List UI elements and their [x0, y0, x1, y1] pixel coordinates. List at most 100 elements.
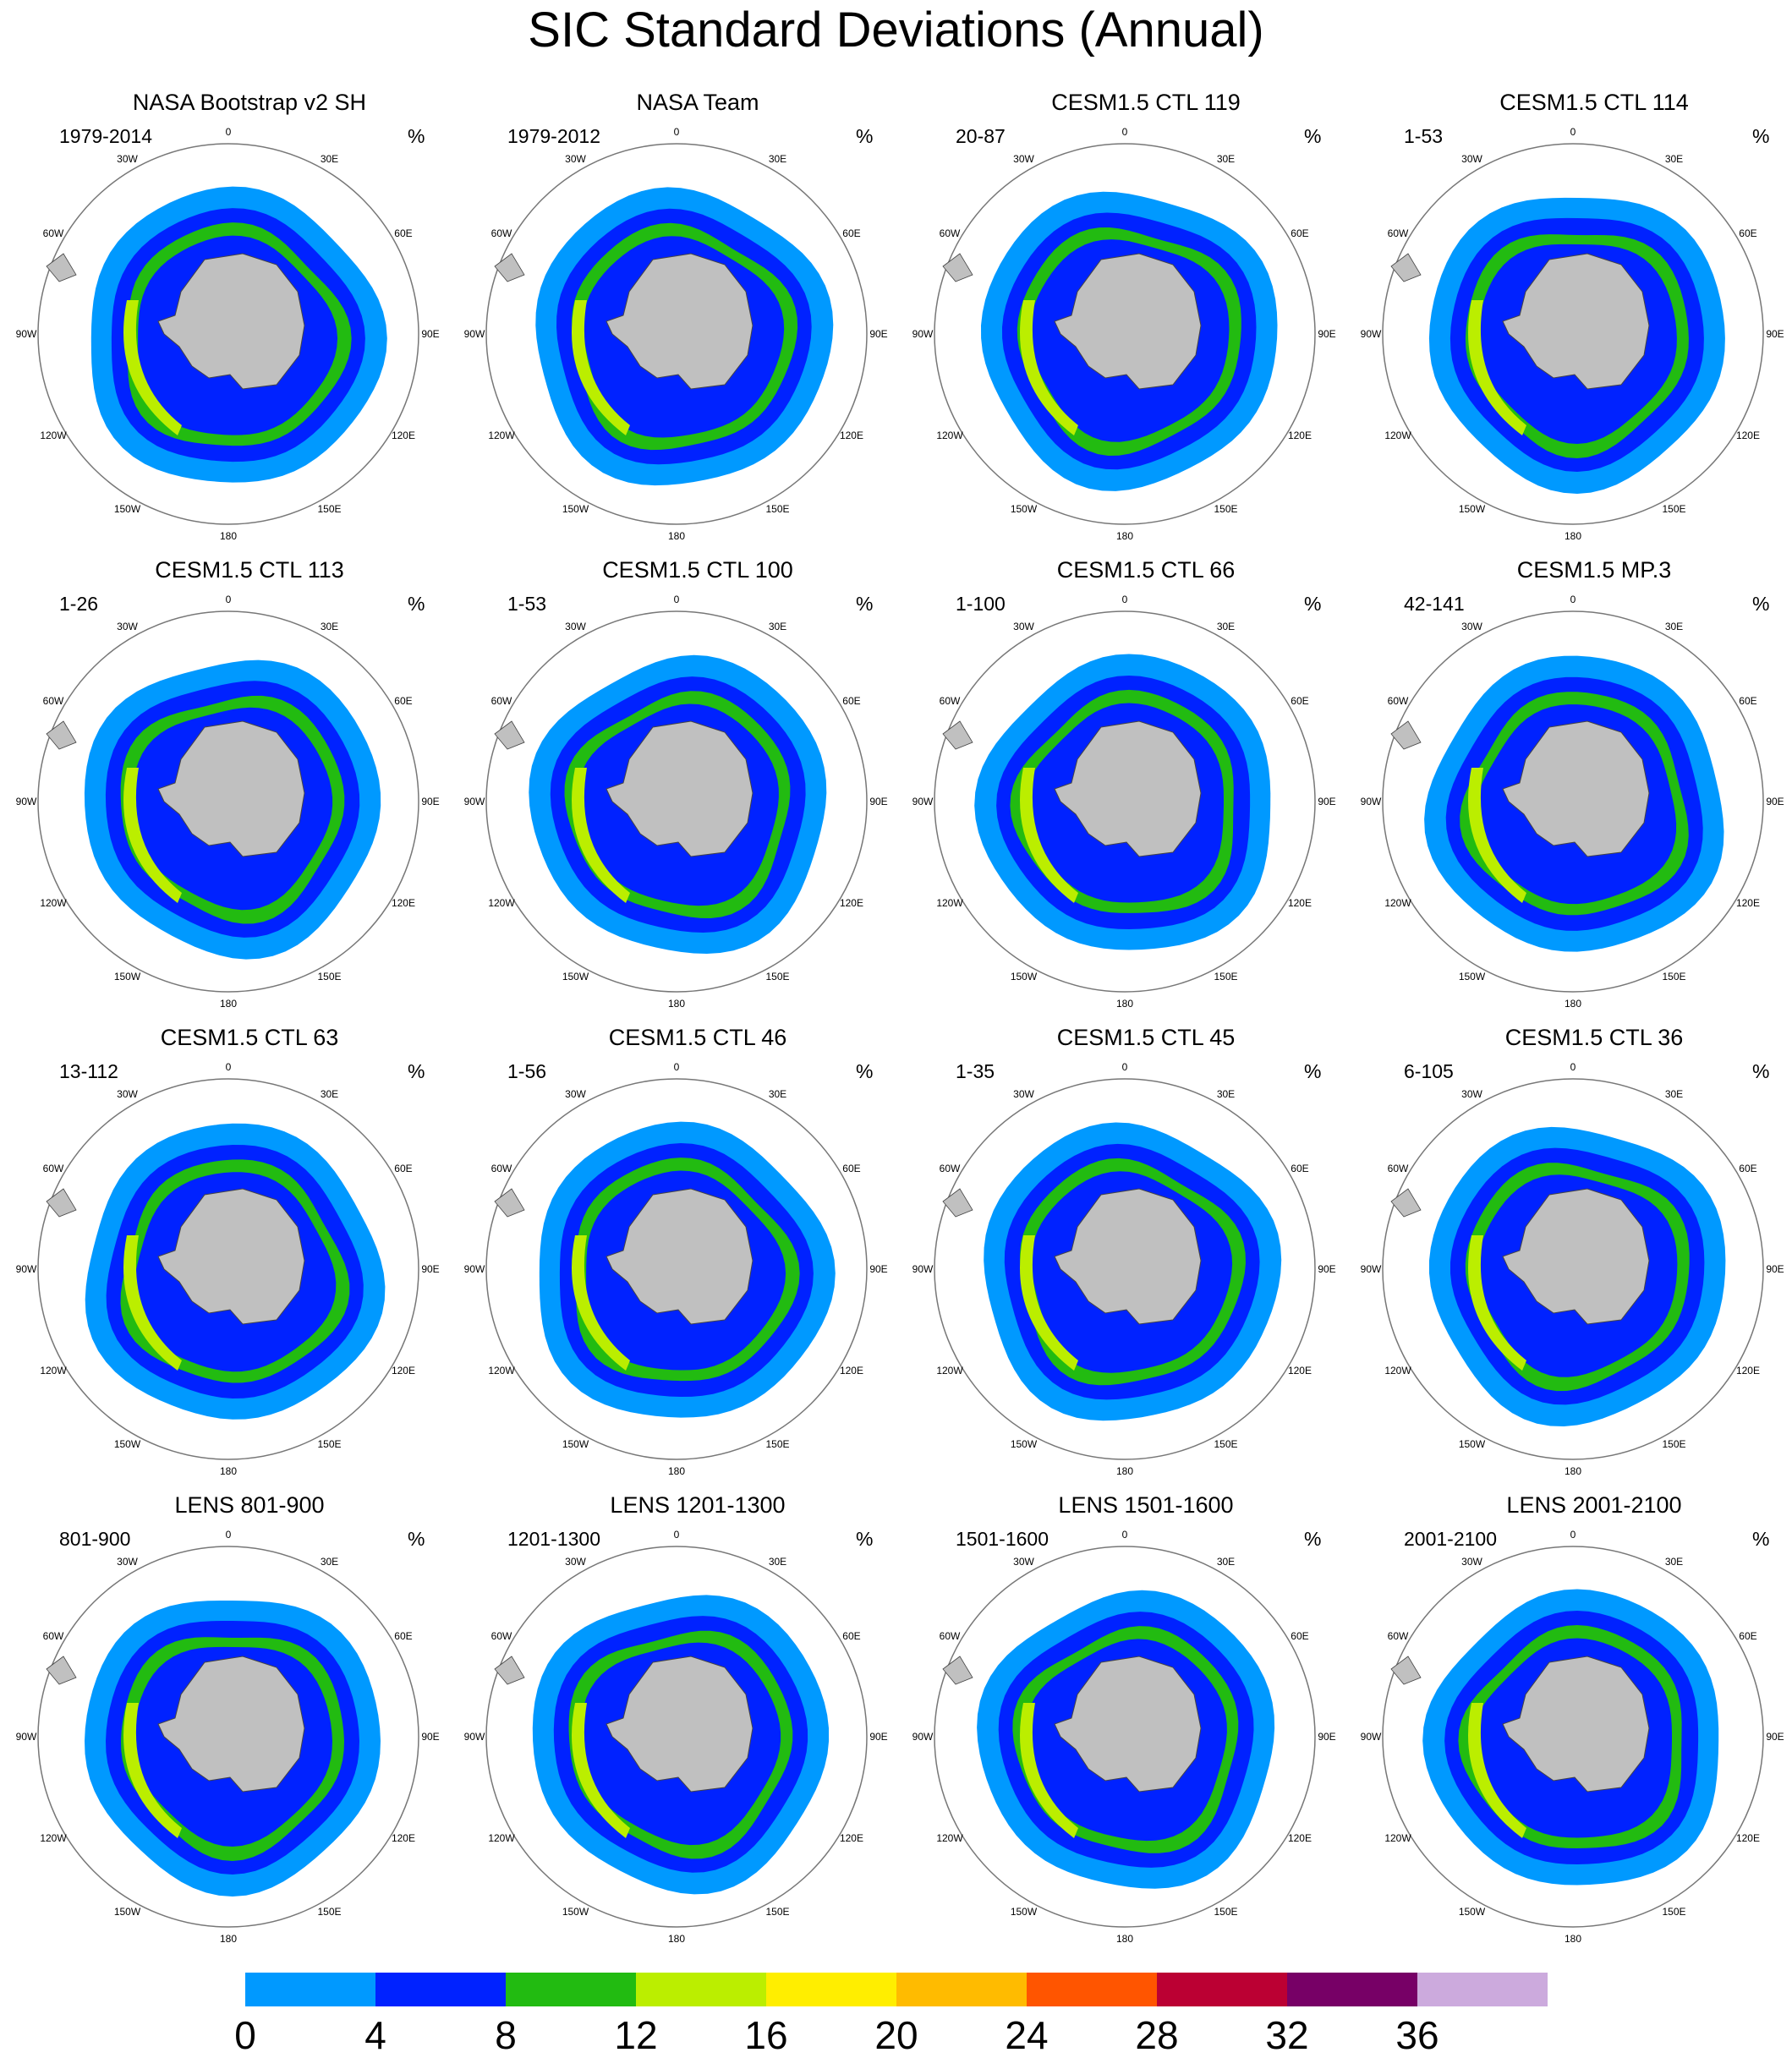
- map-panel: CESM1.5 CTL 100 1-53% 0 30E 60E 90E 120E 150E 18…: [464, 557, 947, 1034]
- antarctica-landmass: [606, 253, 754, 390]
- south-america-tip: [942, 253, 973, 282]
- south-america-tip: [46, 720, 77, 750]
- longitude-label: 150W: [562, 502, 589, 515]
- colorbar-tick: 24: [1005, 2013, 1049, 2057]
- polar-map: [37, 143, 419, 525]
- longitude-label: 150W: [1010, 1905, 1038, 1918]
- longitude-label: 60E: [1739, 694, 1757, 707]
- longitude-label: 120E: [839, 896, 863, 909]
- longitude-label: 0: [1121, 1529, 1128, 1541]
- longitude-label: 30W: [565, 1556, 586, 1568]
- south-america-tip: [942, 720, 973, 750]
- longitude-label: 180: [1564, 998, 1582, 1010]
- longitude-label: 150W: [562, 970, 589, 982]
- longitude-label: 90E: [869, 1731, 888, 1743]
- sic-band-12-16: [1468, 1703, 1526, 1838]
- longitude-label: 150W: [113, 1905, 141, 1918]
- longitude-label: 90W: [463, 1263, 485, 1275]
- south-america-tip: [1390, 253, 1422, 282]
- longitude-label: 150E: [765, 1437, 790, 1450]
- longitude-label: 60W: [42, 1629, 64, 1642]
- longitude-label: 60W: [939, 227, 961, 239]
- colorbar-box: [1417, 1973, 1548, 2006]
- colorbar-tick: 0: [234, 2013, 256, 2057]
- longitude-label: 0: [673, 126, 680, 138]
- polar-map: [485, 1078, 868, 1460]
- longitude-label: 30E: [768, 153, 787, 166]
- longitude-label: 30E: [320, 1556, 339, 1568]
- longitude-label: 30W: [565, 1088, 586, 1101]
- longitude-label: 150E: [317, 970, 342, 982]
- longitude-label: 120W: [40, 896, 67, 909]
- longitude-label: 150W: [1458, 1437, 1486, 1450]
- antarctica-landmass: [157, 253, 305, 390]
- sic-band-12-16: [1468, 768, 1526, 903]
- sic-band-12-16: [123, 1703, 182, 1838]
- map-panel: CESM1.5 CTL 46 1-56% 0 30E 60E 90E 120E 150E 180…: [464, 1025, 947, 1502]
- longitude-label: 90E: [421, 1263, 440, 1275]
- longitude-label: 90W: [463, 796, 485, 807]
- longitude-label: 150W: [562, 1437, 589, 1450]
- panel-unit: %: [1752, 593, 1770, 615]
- longitude-label: 90E: [1766, 1263, 1784, 1275]
- colorbar-box: [1287, 1973, 1417, 2006]
- longitude-label: 60W: [490, 1629, 512, 1642]
- longitude-label: 180: [667, 1933, 686, 1945]
- panel-title: NASA Bootstrap v2 SH: [132, 90, 367, 115]
- longitude-label: 90E: [1318, 796, 1336, 807]
- longitude-label: 30W: [565, 621, 586, 633]
- longitude-label: 30W: [1461, 621, 1482, 633]
- longitude-label: 0: [1570, 594, 1576, 605]
- sic-band-12-16: [1468, 1235, 1526, 1371]
- panel-period: 1501-1600: [956, 1528, 1049, 1550]
- longitude-label: 0: [225, 594, 232, 605]
- longitude-label: 90W: [912, 1731, 934, 1743]
- longitude-label: 0: [1121, 1061, 1128, 1073]
- longitude-label: 180: [219, 530, 238, 542]
- panel-unit: %: [408, 1528, 425, 1550]
- longitude-label: 60E: [1291, 1629, 1309, 1642]
- map-panel: NASA Team 1979-2012% 0 30E 60E 90E 120E 150E 180…: [464, 90, 947, 566]
- sic-band-12-16: [1020, 768, 1078, 903]
- longitude-label: 150W: [1458, 1905, 1486, 1918]
- panel-period: 20-87: [956, 125, 1006, 147]
- antarctica-landmass: [606, 1656, 754, 1793]
- longitude-label: 90W: [15, 328, 37, 340]
- longitude-label: 90E: [421, 328, 440, 340]
- antarctica-landmass: [606, 720, 754, 857]
- colorbar-box: [896, 1973, 1027, 2006]
- longitude-label: 90W: [1360, 796, 1382, 807]
- longitude-label: 0: [1570, 1061, 1576, 1073]
- longitude-label: 150E: [1662, 970, 1686, 982]
- map-panel: CESM1.5 CTL 114 1-53% 0 30E 60E 90E 120E 150E 18…: [1361, 90, 1792, 566]
- map-panel: CESM1.5 MP.3 42-141% 0 30E 60E 90E 120E 150E 180…: [1361, 557, 1792, 1034]
- south-america-tip: [942, 1656, 973, 1685]
- panel-title: CESM1.5 CTL 63: [160, 1025, 339, 1050]
- panel-unit: %: [1304, 1528, 1322, 1550]
- longitude-label: 90W: [1360, 1263, 1382, 1275]
- longitude-label: 90W: [1360, 1731, 1382, 1743]
- longitude-label: 120E: [1735, 429, 1760, 441]
- longitude-label: 60E: [394, 227, 413, 239]
- longitude-label: 120W: [488, 896, 515, 909]
- longitude-label: 150E: [1214, 1437, 1238, 1450]
- colorbar-box: [245, 1973, 375, 2006]
- panel-title: LENS 801-900: [174, 1492, 325, 1518]
- polar-map: [1382, 610, 1764, 993]
- panel-period: 6-105: [1404, 1060, 1454, 1082]
- longitude-label: 90E: [1318, 1263, 1336, 1275]
- longitude-label: 150W: [113, 970, 141, 982]
- longitude-label: 60W: [1387, 227, 1409, 239]
- antarctica-landmass: [1502, 1188, 1650, 1325]
- longitude-label: 90E: [1766, 328, 1784, 340]
- sic-band-12-16: [123, 768, 182, 903]
- longitude-label: 90E: [1766, 796, 1784, 807]
- longitude-label: 180: [219, 1933, 238, 1945]
- longitude-label: 60W: [939, 1162, 961, 1174]
- polar-map: [37, 610, 419, 993]
- colorbar-tick: 36: [1395, 2013, 1439, 2057]
- panel-unit: %: [1752, 125, 1770, 147]
- colorbar-box: [636, 1973, 766, 2006]
- longitude-label: 150E: [1214, 502, 1238, 515]
- panel-period: 1-53: [1404, 125, 1444, 147]
